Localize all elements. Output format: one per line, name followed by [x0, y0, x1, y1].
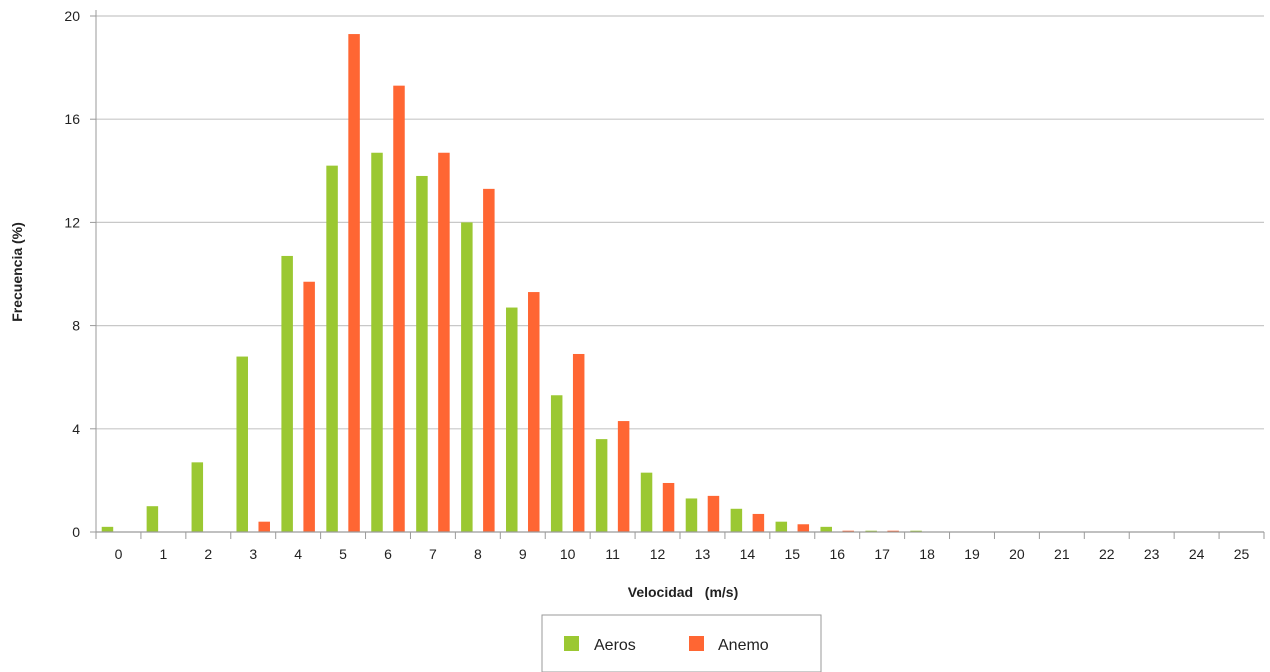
bar-anemo-6: [393, 85, 405, 532]
bar-anemo-16: [842, 530, 854, 532]
bar-anemo-17: [887, 530, 899, 532]
bar-aeros-13: [685, 498, 698, 532]
x-tick-label: 13: [695, 546, 711, 562]
gridlines: [96, 15, 1264, 430]
x-tick-label: 8: [474, 546, 482, 562]
bar-aeros-18: [910, 530, 922, 532]
axes: [90, 10, 1265, 539]
bar-anemo-13: [707, 495, 720, 532]
bar-aeros-6: [371, 152, 383, 533]
x-tick-label: 6: [384, 546, 392, 562]
bar-anemo-11: [617, 421, 630, 532]
x-tick-label: 25: [1234, 546, 1250, 562]
legend-label-anemo: Anemo: [718, 637, 769, 654]
y-axis-title: Frecuencia (%): [9, 222, 25, 322]
x-tick-label: 11: [605, 546, 620, 562]
bar-anemo-14: [752, 513, 765, 532]
bar-aeros-5: [326, 165, 338, 532]
x-tick-label: 1: [159, 546, 167, 562]
x-tick-label: 7: [429, 546, 437, 562]
y-tick-labels: 0 4 8 12 16 20: [64, 8, 80, 540]
bar-anemo-12: [662, 482, 675, 532]
x-tick-label: 16: [829, 546, 845, 562]
legend-swatch-aeros: [564, 636, 579, 651]
bar-aeros-1: [146, 506, 159, 532]
legend-swatch-anemo: [689, 636, 704, 651]
x-tick-label: 24: [1189, 546, 1205, 562]
x-tick-label: 0: [115, 546, 123, 562]
bar-anemo-15: [797, 524, 810, 532]
bar-aeros-0: [101, 526, 114, 532]
bar-aeros-9: [506, 307, 518, 532]
bar-aeros-17: [865, 530, 877, 532]
x-tick-label: 5: [339, 546, 347, 562]
bar-anemo-10: [572, 353, 585, 532]
bar-aeros-7: [416, 175, 428, 532]
x-tick-label: 23: [1144, 546, 1160, 562]
x-tick-label: 19: [964, 546, 980, 562]
y-tick-label: 0: [72, 524, 80, 540]
bar-aeros-14: [730, 508, 743, 532]
y-tick-label: 20: [64, 8, 80, 24]
x-axis-title: Velocidad (m/s): [628, 584, 738, 600]
x-tick-label: 21: [1054, 546, 1070, 562]
x-tick-label: 2: [204, 546, 212, 562]
bar-anemo-3: [258, 521, 270, 532]
x-tick-label: 10: [560, 546, 576, 562]
x-tick-label: 17: [874, 546, 890, 562]
y-tick-label: 12: [64, 214, 80, 230]
bars: [101, 34, 922, 533]
x-tick-label: 20: [1009, 546, 1025, 562]
bar-aeros-10: [550, 395, 563, 532]
y-tick-label: 16: [64, 111, 80, 127]
bar-aeros-4: [281, 255, 293, 532]
x-tick-label: 15: [785, 546, 801, 562]
bar-anemo-8: [483, 188, 495, 533]
legend: Aeros Anemo: [541, 614, 822, 672]
x-tick-label: 3: [249, 546, 257, 562]
y-tick-label: 8: [72, 318, 80, 334]
x-tick-label: 4: [294, 546, 302, 562]
x-tick-label: 12: [650, 546, 666, 562]
x-tick-label: 9: [519, 546, 527, 562]
x-tick-label: 14: [740, 546, 756, 562]
x-tick-label: 18: [919, 546, 935, 562]
bar-anemo-5: [348, 34, 360, 533]
bar-anemo-4: [303, 281, 315, 532]
bar-aeros-2: [191, 462, 204, 532]
bar-aeros-15: [775, 521, 788, 532]
legend-label-aeros: Aeros: [594, 637, 636, 654]
bar-aeros-12: [640, 472, 653, 532]
bar-aeros-11: [595, 439, 608, 532]
bar-anemo-7: [438, 152, 450, 533]
bar-aeros-8: [461, 222, 473, 532]
bar-anemo-9: [528, 292, 540, 532]
y-tick-label: 4: [72, 421, 80, 437]
x-tick-label: 22: [1099, 546, 1115, 562]
legend-box: [541, 614, 822, 672]
bar-aeros-16: [820, 526, 832, 532]
x-tick-labels: 0 1 2 3 4 5 6 7 8 9 10 11 12 13 14 15 16 17 18 19 20 21 22 23 24…: [115, 546, 1250, 562]
bar-aeros-3: [236, 356, 248, 532]
